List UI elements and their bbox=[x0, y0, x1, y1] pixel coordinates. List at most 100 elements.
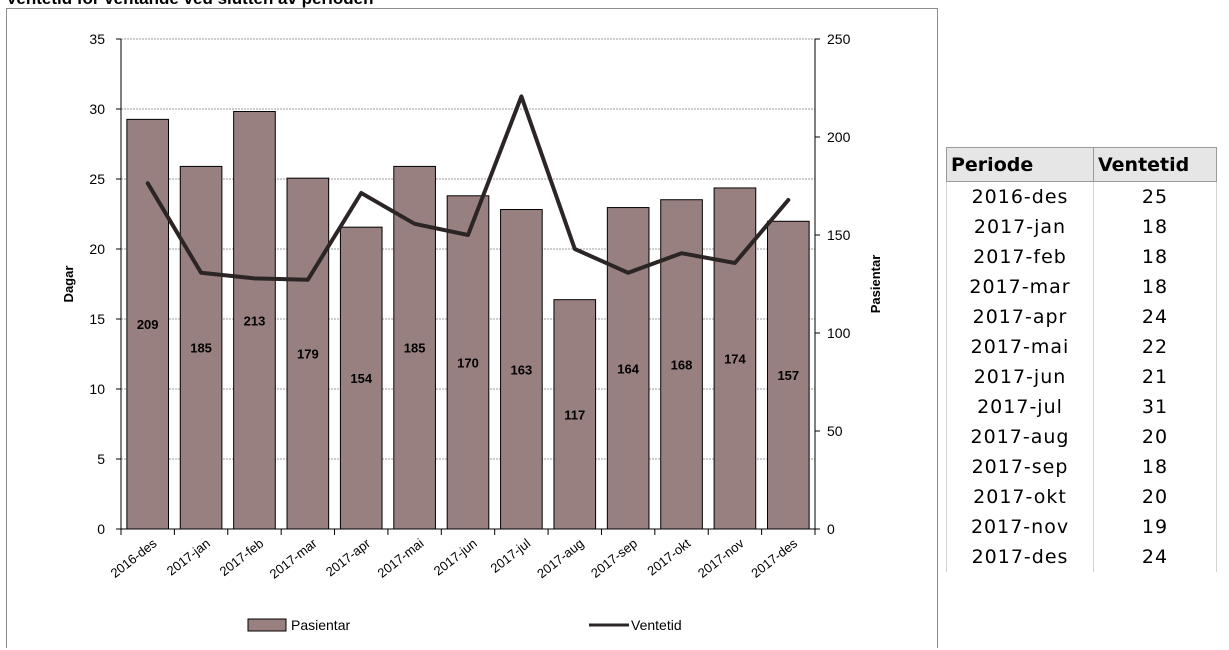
ventetid-table: Periode Ventetid 2016-des 25 2017-jan 18 2… bbox=[946, 147, 1217, 572]
y-left-tick-label: 35 bbox=[89, 31, 105, 47]
y-left-tick-label: 0 bbox=[97, 521, 105, 537]
bar-value-label: 179 bbox=[297, 347, 319, 362]
table-row: 2017-mar 18 bbox=[946, 272, 1217, 302]
bar-value-label: 168 bbox=[671, 357, 693, 372]
x-tick-label: 2016-des bbox=[108, 535, 160, 581]
y-left-tick-label: 5 bbox=[97, 451, 105, 467]
legend-label-pasientar: Pasientar bbox=[291, 617, 350, 633]
table-cell-periode: 2017-okt bbox=[946, 482, 1094, 512]
y-left-tick-label: 25 bbox=[89, 171, 105, 187]
table-header-periode: Periode bbox=[946, 147, 1094, 182]
bar bbox=[233, 111, 276, 530]
bar bbox=[500, 209, 543, 530]
x-tick-label: 2017-feb bbox=[217, 536, 267, 579]
bar-value-label: 163 bbox=[511, 362, 533, 377]
bar-value-label: 209 bbox=[137, 317, 159, 332]
bar bbox=[126, 118, 170, 530]
table-cell-periode: 2017-aug bbox=[946, 422, 1094, 452]
table-row: 2017-mai 22 bbox=[946, 332, 1217, 362]
table-cell-ventetid: 31 bbox=[1093, 392, 1217, 422]
table-row: 2016-des 25 bbox=[946, 181, 1217, 212]
table-cell-periode: 2017-jul bbox=[946, 392, 1094, 422]
table-cell-ventetid: 19 bbox=[1093, 512, 1217, 542]
bar bbox=[606, 207, 650, 530]
x-tick-label: 2017-jan bbox=[164, 536, 213, 579]
y-left-tick-label: 30 bbox=[89, 101, 105, 117]
table-cell-periode: 2017-mar bbox=[946, 272, 1094, 302]
table-cell-ventetid: 20 bbox=[1093, 422, 1217, 452]
table-cell-periode: 2017-nov bbox=[946, 512, 1094, 542]
table-row: 2017-jan 18 bbox=[946, 212, 1217, 242]
x-tick-label: 2017-mai bbox=[375, 535, 427, 580]
y-left-tick-label: 20 bbox=[89, 241, 105, 257]
bar-value-label: 170 bbox=[457, 355, 479, 370]
chart-title: Ventetid for ventande ved slutten av per… bbox=[6, 0, 373, 9]
x-tick-label: 2017-jul bbox=[488, 535, 534, 575]
x-tick-label: 2017-mar bbox=[267, 535, 321, 581]
bar-value-label: 185 bbox=[190, 341, 212, 356]
y-left-axis-title: Dagar bbox=[61, 266, 76, 303]
table-row: 2017-sep 18 bbox=[946, 452, 1217, 482]
bar-value-label: 174 bbox=[724, 351, 746, 366]
table-cell-periode: 2017-des bbox=[946, 542, 1094, 572]
x-tick-label: 2017-nov bbox=[695, 535, 747, 581]
x-tick-label: 2017-jun bbox=[431, 536, 480, 579]
bar-value-label: 157 bbox=[777, 368, 799, 383]
table-row: 2017-apr 24 bbox=[946, 302, 1217, 332]
x-tick-label: 2017-okt bbox=[644, 535, 693, 578]
legend-label-ventetid: Ventetid bbox=[631, 617, 682, 633]
table-cell-periode: 2016-des bbox=[946, 181, 1094, 212]
table-header-row: Periode Ventetid bbox=[946, 147, 1217, 182]
table-row: 2017-jul 31 bbox=[946, 392, 1217, 422]
table-cell-ventetid: 20 bbox=[1093, 482, 1217, 512]
table-header-ventetid: Ventetid bbox=[1093, 147, 1217, 182]
y-right-tick-label: 200 bbox=[827, 129, 851, 145]
table-row: 2017-nov 19 bbox=[946, 512, 1217, 542]
chart-area bbox=[6, 8, 938, 648]
line-series-ventetid bbox=[145, 94, 791, 282]
bar bbox=[339, 226, 383, 530]
table-row: 2017-des 24 bbox=[946, 542, 1217, 572]
table-cell-periode: 2017-jan bbox=[946, 212, 1094, 242]
bar bbox=[553, 299, 597, 530]
table-cell-ventetid: 18 bbox=[1093, 272, 1217, 302]
table-row: 2017-aug 20 bbox=[946, 422, 1217, 452]
table-row: 2017-feb 18 bbox=[946, 242, 1217, 272]
table-cell-periode: 2017-sep bbox=[946, 452, 1094, 482]
bar bbox=[446, 195, 490, 530]
table-cell-ventetid: 24 bbox=[1093, 302, 1217, 332]
table-cell-ventetid: 22 bbox=[1093, 332, 1217, 362]
table-cell-periode: 2017-apr bbox=[946, 302, 1094, 332]
table-cell-ventetid: 21 bbox=[1093, 362, 1217, 392]
x-tick-label: 2017-apr bbox=[323, 535, 374, 579]
table-cell-periode: 2017-mai bbox=[946, 332, 1094, 362]
bar-value-label: 154 bbox=[350, 371, 372, 386]
y-right-tick-label: 250 bbox=[827, 31, 851, 47]
y-right-tick-label: 50 bbox=[827, 423, 843, 439]
bar-value-label: 185 bbox=[404, 341, 426, 356]
y-right-axis-title: Pasientar bbox=[868, 255, 883, 314]
bar bbox=[286, 177, 330, 530]
table-cell-ventetid: 25 bbox=[1093, 181, 1217, 212]
bar-value-label: 164 bbox=[617, 361, 639, 376]
y-right-tick-label: 150 bbox=[827, 227, 851, 243]
table-cell-ventetid: 24 bbox=[1093, 542, 1217, 572]
bar bbox=[179, 165, 223, 530]
bar bbox=[766, 220, 810, 530]
table-cell-ventetid: 18 bbox=[1093, 242, 1217, 272]
bar-value-label: 213 bbox=[244, 313, 266, 328]
table-cell-periode: 2017-feb bbox=[946, 242, 1094, 272]
x-tick-label: 2017-aug bbox=[534, 536, 587, 582]
x-tick-label: 2017-des bbox=[748, 535, 800, 581]
x-tick-label: 2017-sep bbox=[588, 536, 640, 581]
y-left-tick-label: 10 bbox=[89, 381, 105, 397]
chart-canvas: 0 5 10 15 20 25 30 35 0 50 100 150 200 250 209 185 213 17… bbox=[61, 31, 883, 633]
y-right-tick-label: 100 bbox=[827, 325, 851, 341]
bar-value-label: 117 bbox=[564, 407, 585, 422]
table-row: 2017-jun 21 bbox=[946, 362, 1217, 392]
table-cell-periode: 2017-jun bbox=[946, 362, 1094, 392]
table-cell-ventetid: 18 bbox=[1093, 212, 1217, 242]
table-row: 2017-okt 20 bbox=[946, 482, 1217, 512]
y-right-tick-label: 0 bbox=[827, 521, 835, 537]
table-cell-ventetid: 18 bbox=[1093, 452, 1217, 482]
